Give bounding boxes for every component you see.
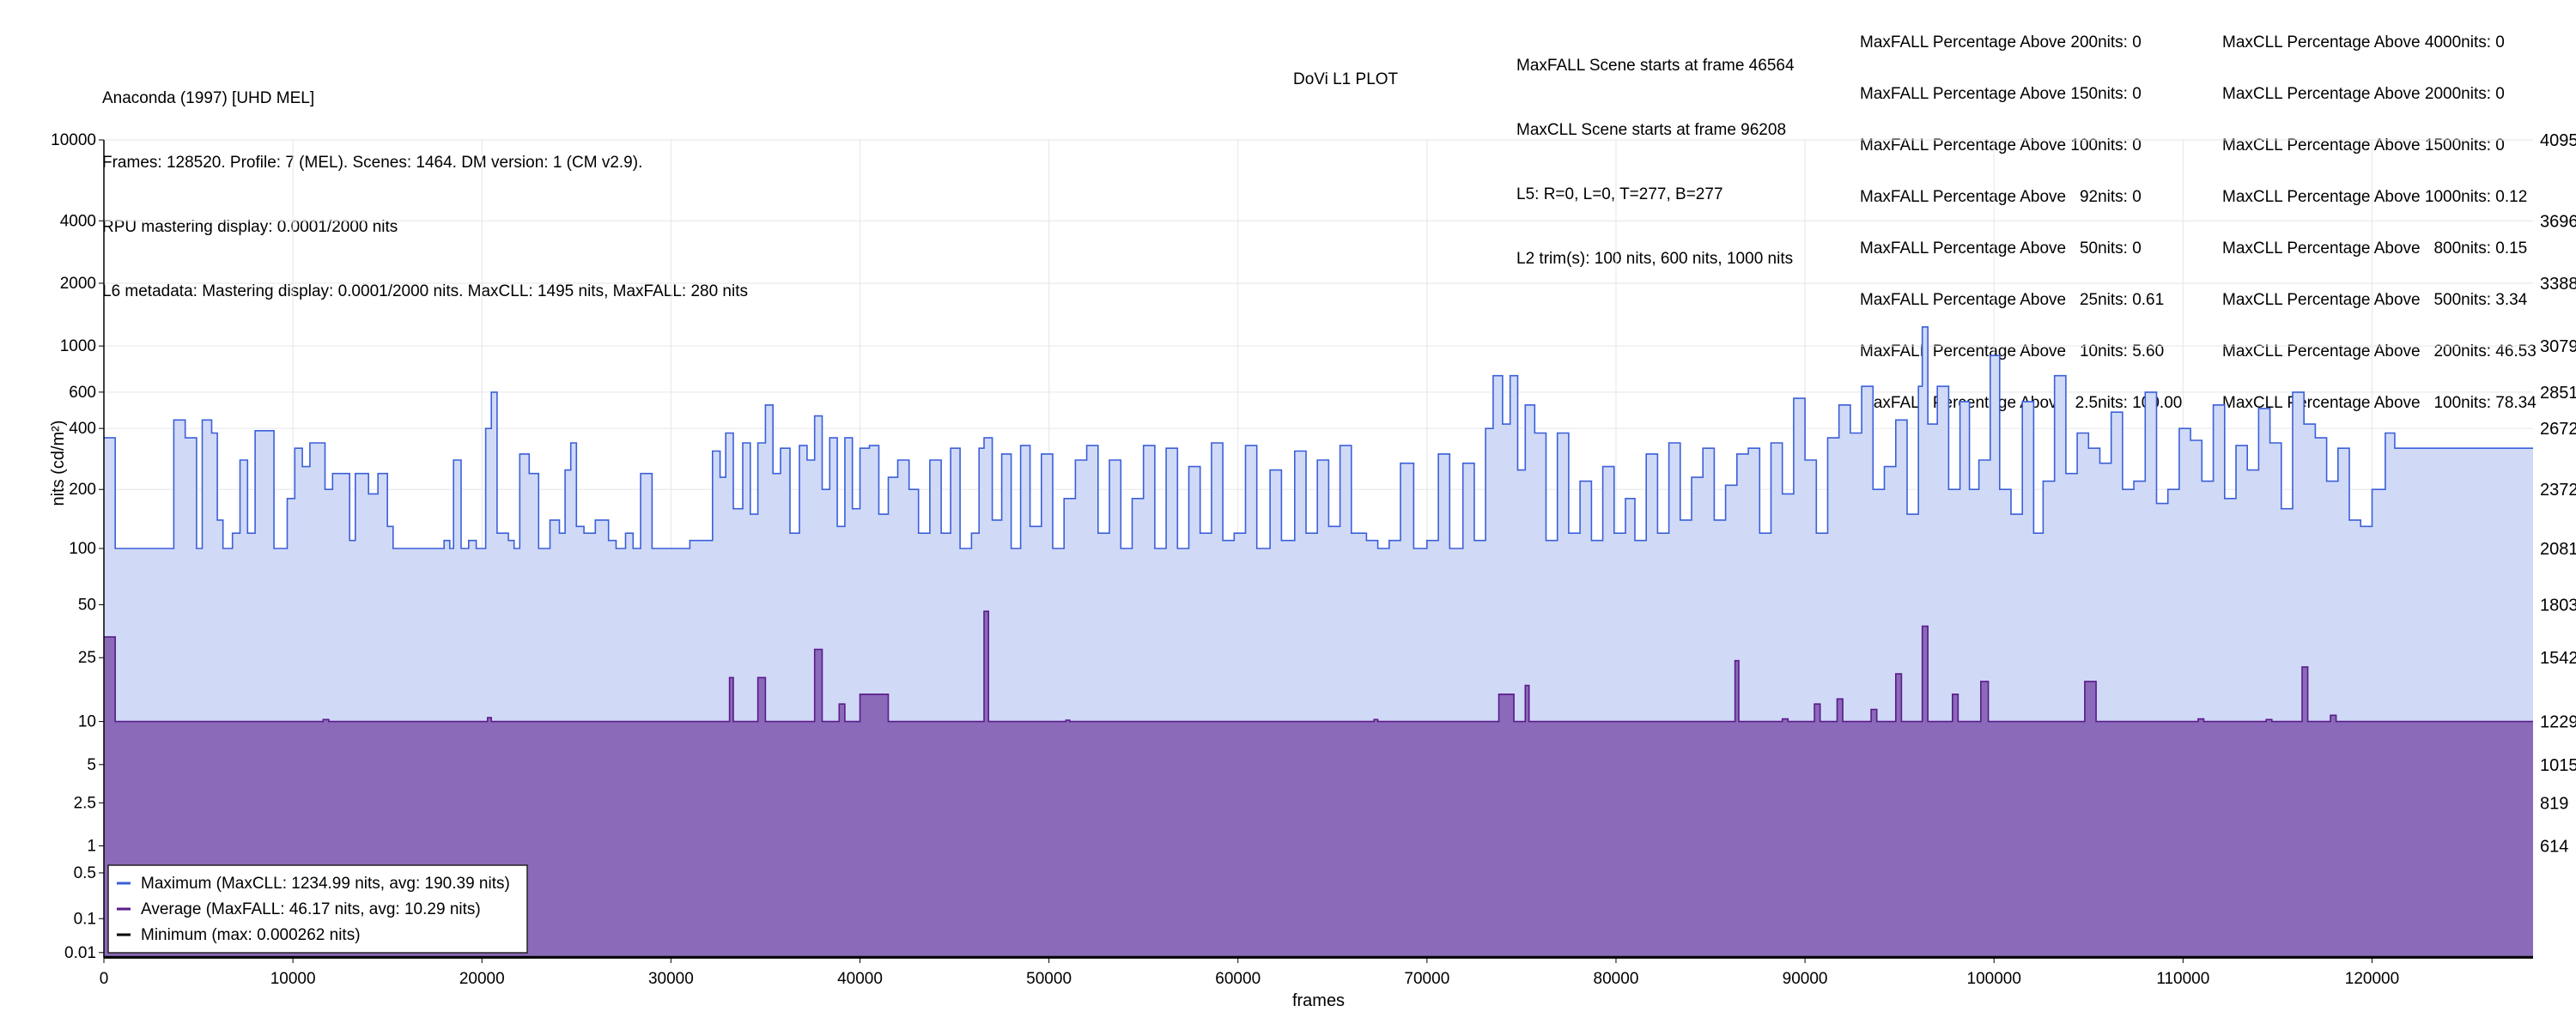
legend-label: Minimum (max: 0.000262 nits) (141, 926, 361, 944)
maxfall-scene-line: MaxFALL Scene starts at frame 46564 (1516, 57, 1795, 75)
right-tick-label: 4095 (2540, 131, 2576, 150)
x-tick-label: 80000 (1594, 970, 1639, 988)
y-axis-title: nits (cd/m²) (49, 421, 68, 506)
right-tick-label: 2851 (2540, 384, 2576, 403)
x-tick-label: 30000 (648, 970, 694, 988)
right-tick-label: 3388 (2540, 275, 2576, 294)
maxcll-pct-line: MaxCLL Percentage Above 2000nits: 0 (2222, 85, 2505, 103)
legend-label: Average (MaxFALL: 46.17 nits, avg: 10.29… (141, 900, 481, 918)
x-tick-label: 50000 (1026, 970, 1072, 988)
right-tick-label: 1803 (2540, 597, 2576, 615)
y-tick-label: 10 (78, 713, 96, 731)
maxfall-pct-line: MaxFALL Percentage Above 25nits: 0.61 (1860, 291, 2165, 309)
y-tick-label: 1 (87, 838, 96, 856)
maxcll-pct-line: MaxCLL Percentage Above 1000nits: 0.12 (2222, 188, 2528, 206)
right-tick-label: 2372 (2540, 481, 2576, 500)
l2-trims-line: L2 trim(s): 100 nits, 600 nits, 1000 nit… (1516, 250, 1794, 268)
x-tick-label: 40000 (837, 970, 883, 988)
y-tick-label: 200 (69, 481, 96, 499)
y-tick-label: 0.01 (64, 944, 96, 962)
y-tick-label: 50 (78, 597, 96, 615)
x-tick-label: 100000 (1967, 970, 2021, 988)
l5-line: L5: R=0, L=0, T=277, B=277 (1516, 185, 1723, 203)
maxcll-pct-line: MaxCLL Percentage Above 100nits: 78.34 (2222, 394, 2537, 412)
maxcll-percentage-block: MaxCLL Percentage Above 4000nits: 0 MaxC… (2222, 0, 2537, 429)
right-tick-label: 614 (2540, 838, 2568, 857)
maxfall-pct-line: MaxFALL Percentage Above 10nits: 5.60 (1860, 342, 2165, 360)
maxcll-pct-line: MaxCLL Percentage Above 4000nits: 0 (2222, 33, 2505, 52)
maxfall-pct-line: MaxFALL Percentage Above 100nits: 0 (1860, 136, 2142, 154)
x-tick-label: 110000 (2156, 970, 2209, 988)
x-tick-label: 70000 (1404, 970, 1449, 988)
maximum-line (104, 326, 2533, 549)
plot-title: DoVi L1 PLOT (1293, 70, 1399, 88)
x-axis-title: frames (1292, 991, 1345, 1010)
info-line-l6: L6 metadata: Mastering display: 0.0001/2… (102, 282, 748, 300)
axes: 0 10000 20000 30000 40000 50000 60000 70000 8000… (49, 131, 2576, 1010)
y-tick-label: 2.5 (74, 794, 96, 812)
series-layer (104, 326, 2533, 959)
maxcll-pct-line: MaxCLL Percentage Above 1500nits: 0 (2222, 136, 2505, 154)
y-tick-label: 4000 (60, 212, 96, 230)
maxcll-scene-line: MaxCLL Scene starts at frame 96208 (1516, 121, 1787, 139)
y-tick-label: 10000 (51, 131, 96, 149)
info-line-rpu: RPU mastering display: 0.0001/2000 nits (102, 218, 398, 236)
right-tick-label: 1542 (2540, 649, 2576, 668)
y-tick-label: 5 (87, 756, 96, 774)
info-line-title: Anaconda (1997) [UHD MEL] (102, 89, 315, 107)
info-block: Anaconda (1997) [UHD MEL] Frames: 128520… (102, 45, 748, 324)
x-tick-label: 90000 (1783, 970, 1828, 988)
y-tick-label: 25 (78, 649, 96, 667)
right-tick-label: 2672 (2540, 420, 2576, 439)
maxfall-pct-line: MaxFALL Percentage Above 92nits: 0 (1860, 188, 2142, 206)
right-tick-label: 1229 (2540, 713, 2576, 732)
right-tick-label: 1015 (2540, 756, 2576, 775)
y-tick-label: 1000 (60, 337, 96, 355)
maxcll-pct-line: MaxCLL Percentage Above 200nits: 46.53 (2222, 342, 2537, 360)
scene-info-block: MaxFALL Scene starts at frame 46564 MaxC… (1516, 12, 1795, 291)
right-tick-label: 3079 (2540, 337, 2576, 356)
maxcll-pct-line: MaxCLL Percentage Above 800nits: 0.15 (2222, 239, 2528, 258)
maxcll-pct-line: MaxCLL Percentage Above 500nits: 3.34 (2222, 291, 2528, 309)
average-line (104, 610, 2533, 723)
maxfall-pct-line: MaxFALL Percentage Above 50nits: 0 (1860, 239, 2142, 258)
maxfall-percentage-block: MaxFALL Percentage Above 200nits: 0 MaxF… (1860, 0, 2182, 429)
right-tick-label: 819 (2540, 794, 2568, 813)
y-tick-label: 400 (69, 420, 96, 438)
maxfall-pct-line: MaxFALL Percentage Above 200nits: 0 (1860, 33, 2142, 52)
legend: Maximum (MaxCLL: 1234.99 nits, avg: 190.… (107, 864, 528, 954)
info-line-frames: Frames: 128520. Profile: 7 (MEL). Scenes… (102, 154, 643, 172)
legend-label: Maximum (MaxCLL: 1234.99 nits, avg: 190.… (141, 875, 510, 893)
legend-box (107, 864, 528, 954)
y-tick-label: 0.1 (74, 910, 96, 928)
right-tick-label: 3696 (2540, 212, 2576, 231)
y-tick-label: 0.5 (74, 864, 96, 882)
maxfall-pct-line: MaxFALL Percentage Above 150nits: 0 (1860, 85, 2142, 103)
y-tick-label: 100 (69, 540, 96, 558)
y-tick-label: 2000 (60, 275, 96, 293)
average-area (104, 611, 2533, 958)
x-tick-label: 20000 (459, 970, 505, 988)
x-tick-label: 0 (100, 970, 109, 988)
x-tick-label: 120000 (2345, 970, 2399, 988)
right-tick-label: 2081 (2540, 540, 2576, 559)
x-tick-label: 10000 (270, 970, 316, 988)
x-tick-label: 60000 (1215, 970, 1261, 988)
y-tick-label: 600 (69, 384, 96, 402)
